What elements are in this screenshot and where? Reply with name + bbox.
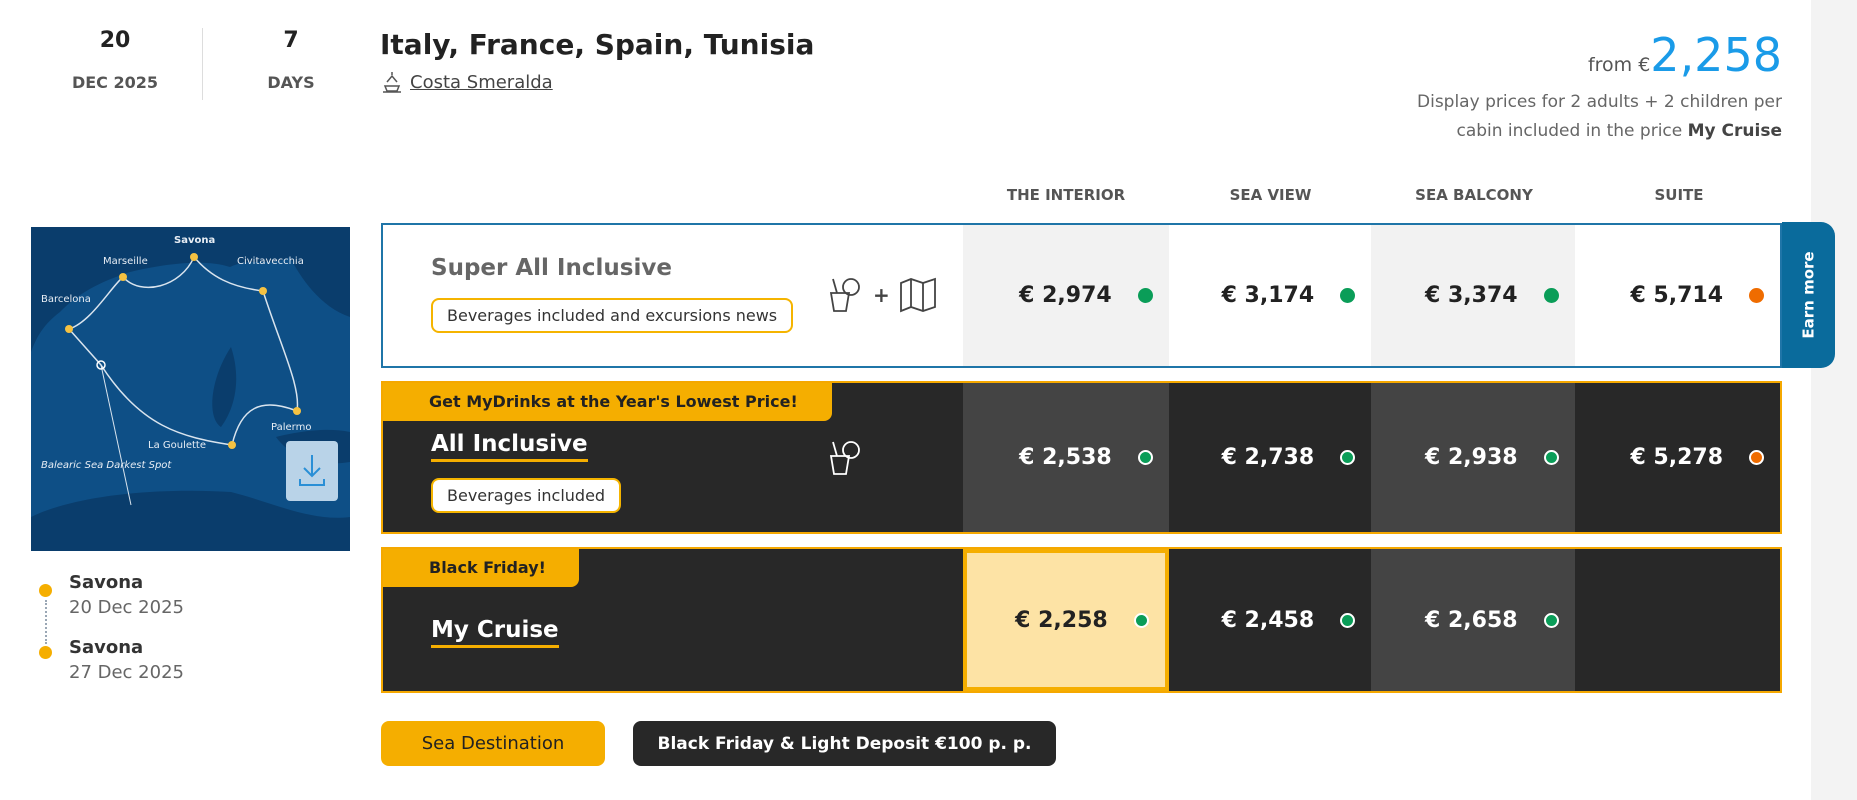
divider — [202, 28, 203, 100]
price: € 2,738 — [1221, 445, 1315, 470]
plus-icon: + — [873, 283, 890, 307]
package-row-all-inclusive[interactable]: Get MyDrinks at the Year's Lowest Price!… — [381, 381, 1782, 534]
itinerary-dot — [39, 646, 52, 659]
package-name[interactable]: Super All Inclusive — [431, 255, 672, 281]
promo-banner: Get MyDrinks at the Year's Lowest Price! — [383, 383, 832, 421]
price-cell-sea-view[interactable]: € 2,458 — [1169, 549, 1371, 691]
price: € 2,938 — [1425, 445, 1518, 470]
drink-icon — [829, 278, 860, 312]
map-label: Balearic Sea Darkest Spot — [41, 460, 172, 471]
departure-day: 20 — [99, 28, 131, 53]
map-label: La Goulette — [148, 440, 206, 451]
availability-dot — [1543, 450, 1559, 465]
availability-dot — [1137, 450, 1153, 465]
package-name[interactable]: All Inclusive — [431, 431, 588, 462]
black-friday-tag[interactable]: Black Friday & Light Deposit €100 p. p. — [633, 721, 1056, 766]
price: € 2,538 — [1019, 445, 1112, 470]
note-text: Display prices for 2 adults + 2 children… — [1417, 92, 1782, 141]
price: € 2,258 — [1015, 607, 1108, 633]
price: € 3,174 — [1221, 283, 1315, 308]
map-label: Savona — [174, 235, 215, 246]
earn-more-tab[interactable]: Earn more — [1782, 222, 1835, 368]
price-cell-interior[interactable]: € 2,538 — [963, 383, 1169, 532]
departure-date: 20 DEC 2025 — [55, 28, 175, 92]
duration-unit: DAYS — [267, 73, 315, 92]
download-icon — [299, 455, 325, 486]
departure-month-year: DEC 2025 — [71, 73, 159, 92]
price-cell-sea-view[interactable]: € 3,174 — [1169, 225, 1371, 366]
availability-dot — [1749, 288, 1765, 303]
availability-dot — [1133, 612, 1149, 628]
column-header-interior: THE INTERIOR — [1006, 186, 1126, 204]
package-badge: Beverages included and excursions news — [431, 298, 794, 333]
map-label: Palermo — [271, 422, 311, 433]
page-edge — [1811, 0, 1857, 800]
note-bold: My Cruise — [1687, 121, 1782, 141]
download-map-button[interactable] — [286, 441, 338, 501]
itinerary-date: 20 Dec 2025 — [69, 597, 184, 618]
package-row-my-cruise[interactable]: Black Friday! My Cruise € 2,258 € 2,458 … — [381, 547, 1782, 693]
price-cell-sea-balcony[interactable]: € 3,374 — [1371, 225, 1575, 366]
package-name[interactable]: My Cruise — [431, 617, 559, 648]
column-header-sea-balcony: SEA BALCONY — [1415, 186, 1533, 204]
price: € 2,974 — [1019, 283, 1112, 308]
availability-dot — [1340, 288, 1356, 303]
ship-icon — [383, 72, 401, 93]
price-from: from €2,258 — [1588, 28, 1782, 82]
earn-more-label: Earn more — [1799, 251, 1818, 339]
itinerary-port: Savona — [69, 637, 144, 658]
map-label: Barcelona — [41, 294, 91, 305]
route-map[interactable]: Savona Marseille Civitavecchia Barcelona… — [31, 227, 350, 551]
price-cell-suite[interactable]: € 5,714 — [1575, 225, 1780, 366]
availability-dot — [1340, 450, 1356, 465]
map-icon — [900, 277, 936, 313]
price: € 3,374 — [1425, 283, 1518, 308]
price: € 5,714 — [1630, 283, 1724, 308]
map-label: Marseille — [103, 256, 148, 267]
price-cell-interior[interactable]: € 2,974 — [963, 225, 1169, 366]
ship-link[interactable]: Costa Smeralda — [380, 70, 553, 94]
itinerary-connector — [45, 600, 47, 644]
price-cell-sea-view[interactable]: € 2,738 — [1169, 383, 1371, 532]
column-header-sea-view: SEA VIEW — [1229, 186, 1312, 204]
cruise-title: Italy, France, Spain, Tunisia — [380, 28, 815, 61]
availability-dot — [1137, 288, 1153, 303]
itinerary-port: Savona — [69, 572, 144, 593]
sea-destination-tag[interactable]: Sea Destination — [381, 721, 605, 766]
ship-name[interactable]: Costa Smeralda — [410, 71, 553, 93]
column-header-suite: SUITE — [1654, 186, 1704, 204]
price: € 2,458 — [1221, 607, 1315, 633]
package-row-super-all-inclusive[interactable]: Super All Inclusive Beverages included a… — [381, 223, 1782, 368]
duration-value: 7 — [283, 28, 299, 53]
itinerary-date: 27 Dec 2025 — [69, 662, 184, 683]
price-cell-interior-selected[interactable]: € 2,258 — [963, 549, 1169, 691]
price-note: Display prices for 2 adults + 2 children… — [1402, 88, 1782, 146]
availability-dot — [1340, 612, 1356, 628]
price-cell-sea-balcony[interactable]: € 2,658 — [1371, 549, 1575, 691]
itinerary-dot — [39, 584, 52, 597]
map-label: Civitavecchia — [237, 256, 304, 267]
package-badge: Beverages included — [431, 478, 622, 513]
availability-dot — [1749, 450, 1765, 465]
price: € 2,658 — [1425, 607, 1518, 633]
from-amount: 2,258 — [1650, 28, 1782, 82]
availability-dot — [1543, 612, 1559, 628]
availability-dot — [1543, 288, 1559, 303]
price-cell-suite[interactable]: € 5,278 — [1575, 383, 1780, 532]
duration: 7 DAYS — [231, 28, 351, 92]
price-cell-suite-empty — [1575, 549, 1780, 691]
price-cell-sea-balcony[interactable]: € 2,938 — [1371, 383, 1575, 532]
price: € 5,278 — [1630, 445, 1724, 470]
drink-icon — [829, 441, 860, 475]
promo-banner: Black Friday! — [383, 549, 579, 587]
from-label: from € — [1587, 54, 1651, 76]
